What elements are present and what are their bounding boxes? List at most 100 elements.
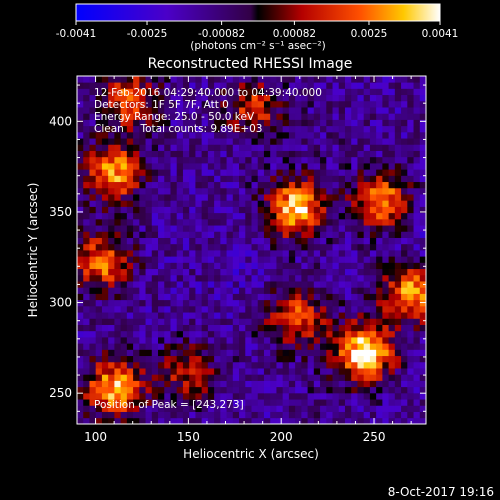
heatmap-cell bbox=[407, 299, 414, 307]
heatmap-cell bbox=[214, 88, 221, 96]
heatmap-cell bbox=[276, 250, 284, 257]
heatmap-cell bbox=[164, 218, 171, 226]
heatmap-cell bbox=[419, 231, 426, 238]
heatmap-cell bbox=[226, 119, 234, 127]
heatmap-cell bbox=[114, 131, 122, 139]
heatmap-cell bbox=[120, 256, 128, 263]
heatmap-cell bbox=[133, 163, 140, 170]
heatmap-cell bbox=[195, 349, 203, 357]
heatmap-cell bbox=[133, 94, 140, 102]
heatmap-cell bbox=[195, 94, 203, 102]
heatmap-cell bbox=[89, 243, 97, 251]
heatmap-cell bbox=[232, 368, 240, 375]
heatmap-cell bbox=[220, 355, 227, 363]
heatmap-cell bbox=[276, 225, 284, 232]
heatmap-cell bbox=[276, 374, 284, 381]
heatmap-cell bbox=[207, 200, 215, 207]
heatmap-cell bbox=[307, 417, 315, 424]
heatmap-cell bbox=[313, 305, 321, 313]
heatmap-cell bbox=[139, 107, 146, 114]
heatmap-cell bbox=[164, 231, 171, 238]
heatmap-cell bbox=[95, 218, 103, 226]
heatmap-cell bbox=[207, 113, 215, 120]
heatmap-cell bbox=[282, 399, 290, 406]
heatmap-cell bbox=[164, 355, 171, 363]
heatmap-cell bbox=[207, 250, 215, 257]
heatmap-cell bbox=[351, 181, 358, 189]
heatmap-cell bbox=[226, 144, 234, 151]
heatmap-cell bbox=[133, 299, 140, 307]
heatmap-cell bbox=[158, 212, 165, 220]
heatmap-cell bbox=[114, 361, 122, 369]
heatmap-cell bbox=[301, 281, 308, 288]
heatmap-cell bbox=[139, 237, 146, 245]
heatmap-cell bbox=[344, 386, 352, 394]
heatmap-cell bbox=[201, 206, 209, 214]
heatmap-cell bbox=[326, 225, 333, 232]
heatmap-cell bbox=[307, 218, 315, 226]
heatmap-cell bbox=[263, 212, 271, 220]
heatmap-cell bbox=[108, 175, 115, 183]
heatmap-cell bbox=[182, 156, 190, 164]
heatmap-cell bbox=[207, 169, 215, 176]
heatmap-cell bbox=[139, 274, 146, 282]
heatmap-cell bbox=[301, 392, 308, 400]
heatmap-cell bbox=[413, 107, 421, 114]
heatmap-cell bbox=[101, 256, 109, 263]
heatmap-cell bbox=[207, 337, 215, 344]
heatmap-cell bbox=[89, 107, 97, 114]
heatmap-cell bbox=[182, 119, 190, 127]
heatmap-cell bbox=[145, 318, 153, 325]
heatmap-cell bbox=[295, 212, 302, 220]
heatmap-cell bbox=[245, 156, 252, 164]
heatmap-cell bbox=[363, 243, 371, 251]
heatmap-cell bbox=[95, 231, 103, 238]
heatmap-cell bbox=[376, 281, 383, 288]
heatmap-cell bbox=[170, 250, 178, 257]
heatmap-cell bbox=[257, 119, 265, 127]
heatmap-cell bbox=[382, 293, 390, 301]
heatmap-cell bbox=[407, 131, 414, 139]
heatmap-cell bbox=[313, 281, 321, 288]
heatmap-cell bbox=[232, 194, 240, 201]
heatmap-cell bbox=[126, 138, 134, 145]
heatmap-cell bbox=[83, 131, 90, 139]
heatmap-cell bbox=[201, 399, 209, 406]
heatmap-cell bbox=[276, 187, 284, 195]
heatmap-cell bbox=[245, 293, 252, 301]
heatmap-cell bbox=[207, 405, 215, 412]
heatmap-cell bbox=[251, 293, 259, 301]
heatmap-cell bbox=[83, 274, 90, 282]
heatmap-cell bbox=[245, 100, 252, 108]
heatmap-cell bbox=[307, 324, 315, 332]
heatmap-cell bbox=[182, 100, 190, 108]
heatmap-cell bbox=[357, 417, 365, 424]
heatmap-cell bbox=[164, 256, 171, 263]
heatmap-cell bbox=[158, 107, 165, 114]
heatmap-cell bbox=[220, 200, 227, 207]
heatmap-cell bbox=[139, 380, 146, 388]
heatmap-cell bbox=[257, 88, 265, 96]
heatmap-cell bbox=[388, 343, 396, 350]
heatmap-cell bbox=[164, 380, 171, 388]
heatmap-cell bbox=[89, 349, 97, 357]
heatmap-cell bbox=[295, 374, 302, 381]
heatmap-cell bbox=[176, 181, 184, 189]
heatmap-cell bbox=[207, 274, 215, 282]
heatmap-cell bbox=[357, 225, 365, 232]
heatmap-cell bbox=[170, 361, 178, 369]
heatmap-cell bbox=[369, 76, 377, 83]
heatmap-cell bbox=[295, 318, 302, 325]
heatmap-cell bbox=[108, 405, 115, 412]
heatmap-cell bbox=[419, 119, 426, 127]
heatmap-cell bbox=[394, 187, 402, 195]
heatmap-cell bbox=[207, 299, 215, 307]
heatmap-cell bbox=[388, 125, 396, 133]
heatmap-cell bbox=[176, 187, 184, 195]
heatmap-cell bbox=[120, 281, 128, 288]
heatmap-cell bbox=[332, 299, 340, 307]
heatmap-cell bbox=[214, 368, 221, 375]
heatmap-cell bbox=[301, 256, 308, 263]
heatmap-cell bbox=[89, 225, 97, 232]
heatmap-cell bbox=[307, 169, 315, 176]
